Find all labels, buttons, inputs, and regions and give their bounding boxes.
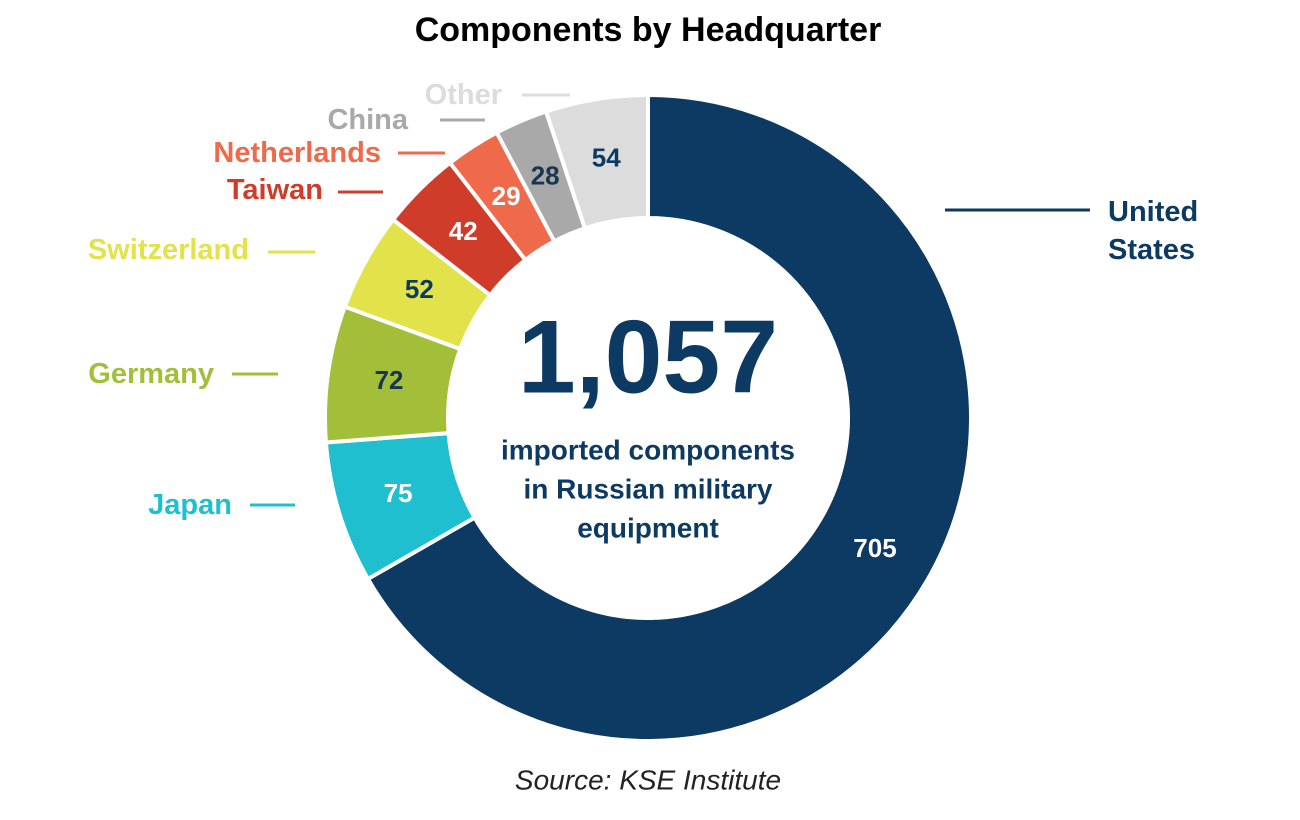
category-label: Japan <box>148 489 232 521</box>
category-label: Taiwan <box>226 174 323 206</box>
category-label: Switzerland <box>87 234 249 266</box>
category-label: China <box>327 104 408 136</box>
category-label: Germany <box>88 358 214 390</box>
category-label: Netherlands <box>213 137 381 169</box>
center-text: equipment <box>577 512 719 543</box>
donut-slice <box>543 92 650 231</box>
value-label: 29 <box>492 181 521 211</box>
value-label: 42 <box>449 216 478 246</box>
value-label: 75 <box>384 478 413 508</box>
value-label: 54 <box>592 143 621 173</box>
value-label: 72 <box>375 365 404 395</box>
value-label: 52 <box>405 274 434 304</box>
source: Source: KSE Institute <box>515 764 781 795</box>
donut-slice <box>365 92 973 743</box>
total: 1,057 <box>518 299 778 415</box>
category-label: United States <box>1108 196 1199 266</box>
value-label: 705 <box>853 533 896 563</box>
value-label: 28 <box>531 160 560 190</box>
category-label: Other <box>424 79 502 111</box>
chart-title: Components by Headquarter <box>415 11 882 49</box>
center-text: in Russian military <box>524 473 773 504</box>
center-text: imported components <box>501 434 795 465</box>
